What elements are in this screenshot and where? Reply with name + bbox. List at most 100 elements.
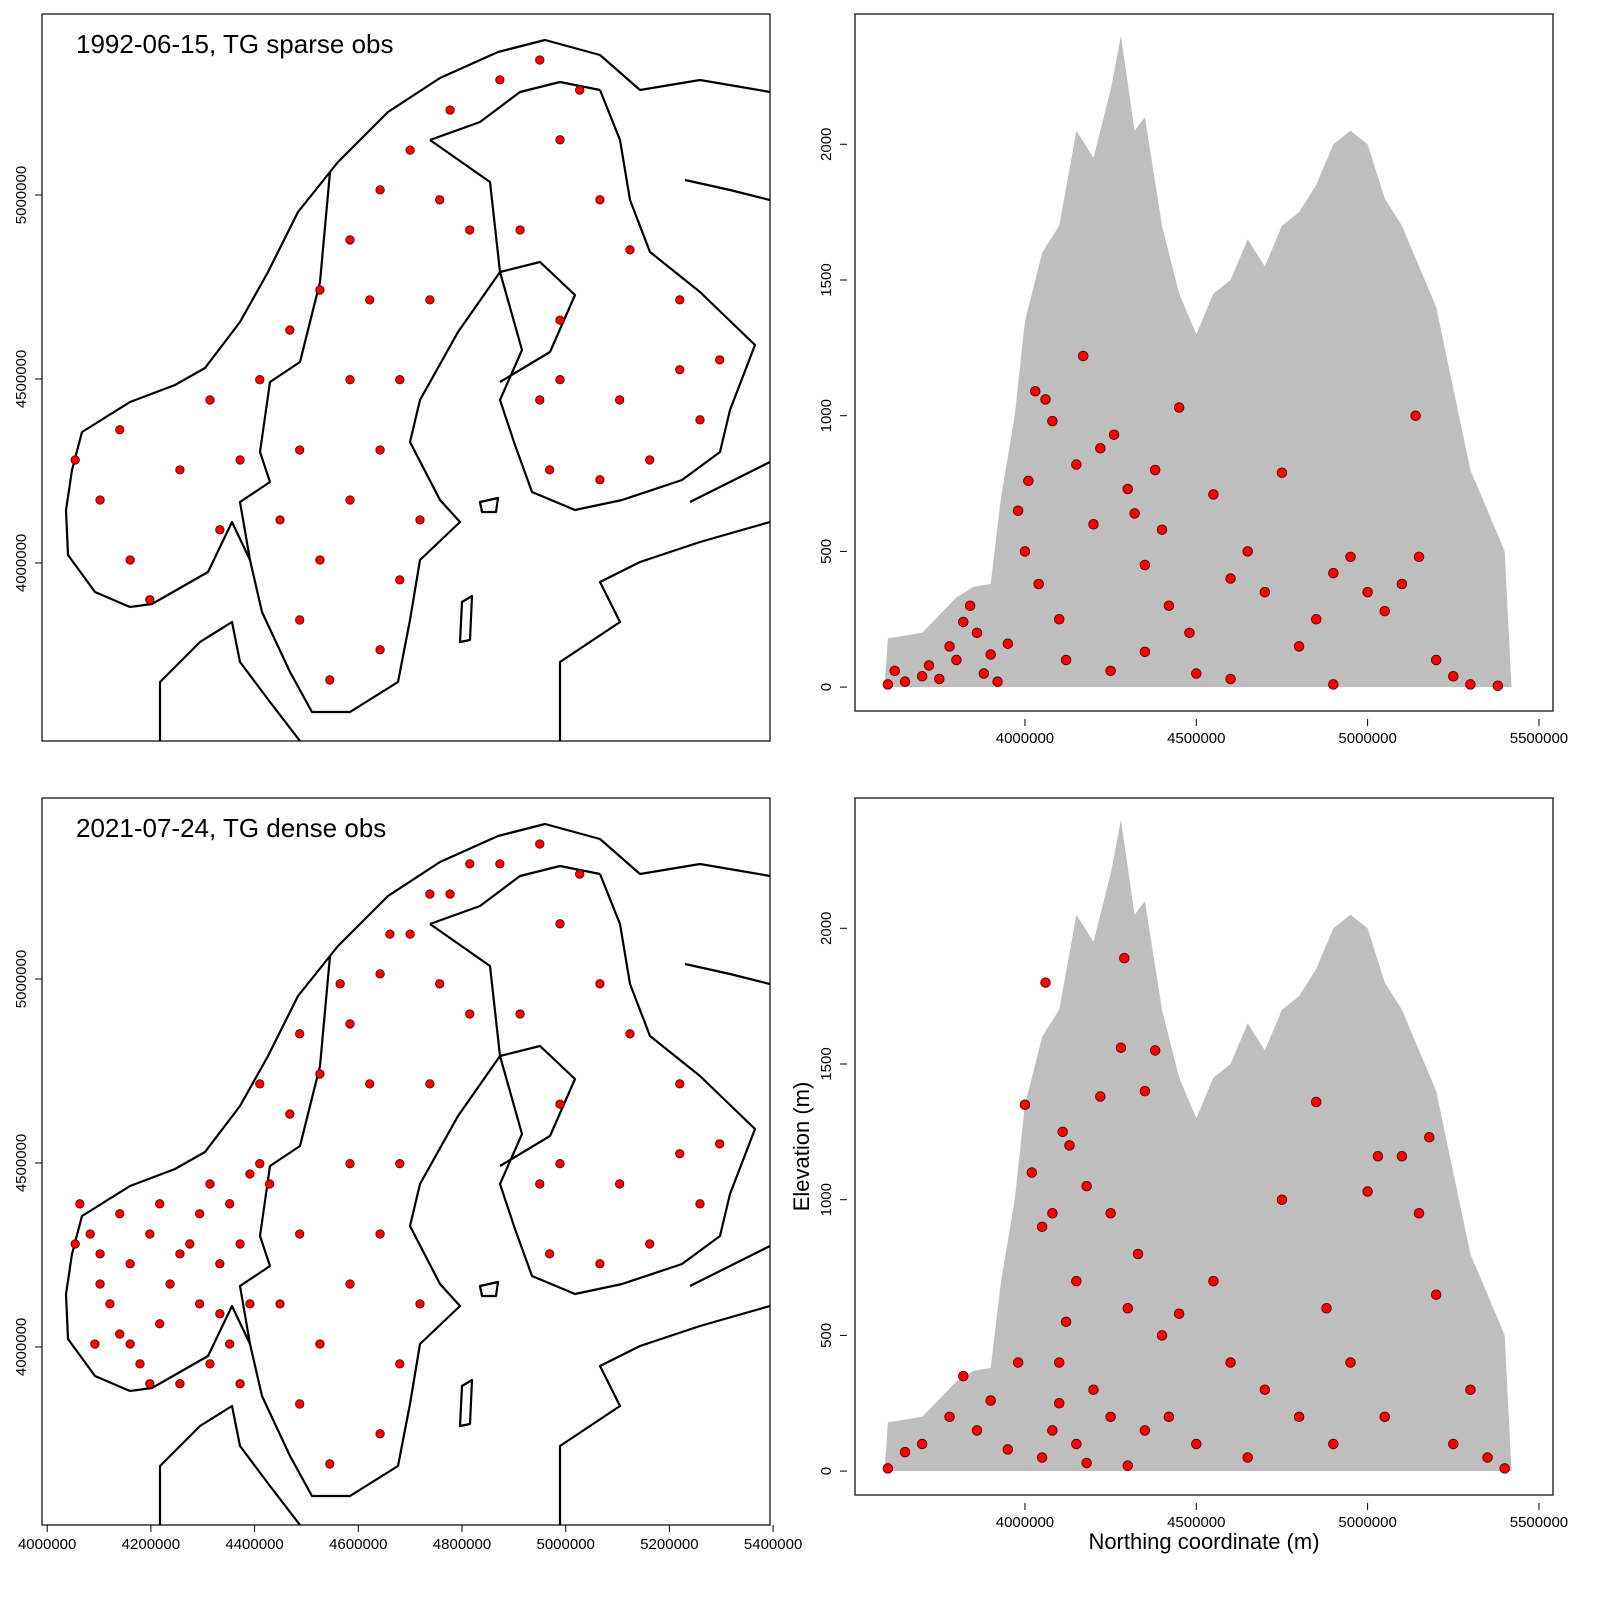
station-point (1047, 1208, 1058, 1219)
y-tick-label: 4000000 (13, 534, 30, 592)
station-point (125, 1259, 135, 1269)
station-point (1173, 402, 1185, 413)
station-point (275, 515, 285, 525)
station-point (614, 1179, 625, 1189)
station-point (465, 225, 475, 235)
station-point (315, 285, 325, 295)
station-point (916, 1438, 928, 1450)
station-point (395, 1359, 405, 1369)
station-point (1122, 1303, 1134, 1314)
panel: 0 500 1000 1500 2000 4000000 4500000 5000000 550… (789, 797, 1568, 1554)
station-point (1372, 1151, 1384, 1162)
station-point (1012, 505, 1024, 516)
station-point (1119, 952, 1130, 964)
station-point (1321, 1303, 1332, 1314)
station-point (515, 1009, 525, 1019)
station-point (675, 365, 685, 375)
station-point (1163, 1411, 1175, 1423)
station-point (715, 1139, 725, 1149)
station-point (375, 969, 385, 979)
station-point (1060, 1316, 1072, 1328)
station-point (1156, 1330, 1168, 1341)
station-point (715, 355, 725, 365)
station-point (916, 671, 928, 682)
station-point (1242, 1452, 1253, 1463)
station-point (1410, 410, 1421, 421)
station-point (1345, 1357, 1356, 1368)
station-point (365, 295, 375, 305)
y-tick-label: 500 (818, 539, 835, 564)
station-point (325, 1459, 335, 1469)
station-point (405, 929, 415, 939)
station-point (1105, 665, 1116, 677)
x-tick-label: 5500000 (1510, 1514, 1568, 1531)
station-point (495, 859, 505, 869)
x-tick-label: 5200000 (640, 1536, 698, 1553)
station-point (435, 195, 445, 205)
station-point (1033, 578, 1044, 590)
station-point (535, 395, 545, 405)
station-point (125, 555, 135, 565)
station-point (425, 295, 435, 305)
station-point (1328, 567, 1339, 579)
y-tick-label: 2000 (818, 128, 835, 161)
station-point (1040, 977, 1051, 988)
station-point (1036, 1221, 1048, 1233)
y-tick-label: 1000 (818, 399, 835, 432)
station-point (165, 1279, 175, 1289)
station-point (575, 85, 585, 95)
station-point (1310, 614, 1322, 625)
station-point (555, 1159, 565, 1169)
station-point (135, 1359, 145, 1369)
station-point (95, 1249, 105, 1259)
station-point (1053, 1357, 1065, 1368)
station-point (1430, 654, 1442, 666)
station-point (1139, 1085, 1151, 1097)
station-point (575, 869, 585, 879)
station-point (1379, 1411, 1391, 1423)
station-point (595, 195, 605, 205)
station-point (1293, 641, 1305, 652)
station-point (595, 1259, 605, 1269)
station-point (1047, 1425, 1058, 1436)
station-point (205, 1359, 215, 1369)
station-point (425, 1079, 435, 1089)
station-point (1225, 573, 1236, 584)
station-point (1019, 1099, 1031, 1110)
station-point (264, 1179, 275, 1189)
station-point (285, 1109, 295, 1119)
station-point (285, 325, 295, 335)
station-point (964, 600, 976, 611)
station-point (1396, 578, 1408, 590)
station-point (405, 145, 415, 155)
station-point (544, 1249, 555, 1259)
station-point (1225, 673, 1236, 685)
station-point (1362, 586, 1373, 598)
x-tick-label: 4400000 (225, 1536, 283, 1553)
station-point (295, 615, 305, 625)
station-point (245, 1299, 255, 1309)
station-point (194, 1299, 205, 1309)
station-point (1012, 1357, 1024, 1368)
station-point (695, 415, 705, 425)
station-point (295, 1029, 305, 1039)
y-tick-label: 1000 (818, 1183, 835, 1216)
station-point (435, 979, 445, 989)
station-point (115, 425, 125, 435)
station-point (145, 1229, 155, 1239)
station-point (555, 1099, 565, 1109)
x-tick-label: 4500000 (1167, 1514, 1225, 1531)
station-point (1328, 1438, 1339, 1450)
station-point (1413, 551, 1425, 563)
station-point (1191, 1438, 1202, 1450)
station-point (985, 649, 996, 660)
y-tick-label: 500 (818, 1323, 835, 1348)
station-point (215, 1259, 225, 1269)
x-tick-label: 4000000 (18, 1536, 76, 1553)
station-point (625, 245, 635, 255)
station-point (375, 1229, 385, 1239)
station-point (944, 1411, 955, 1423)
station-point (675, 1149, 685, 1159)
station-point (1448, 1438, 1459, 1450)
station-point (345, 1159, 355, 1169)
